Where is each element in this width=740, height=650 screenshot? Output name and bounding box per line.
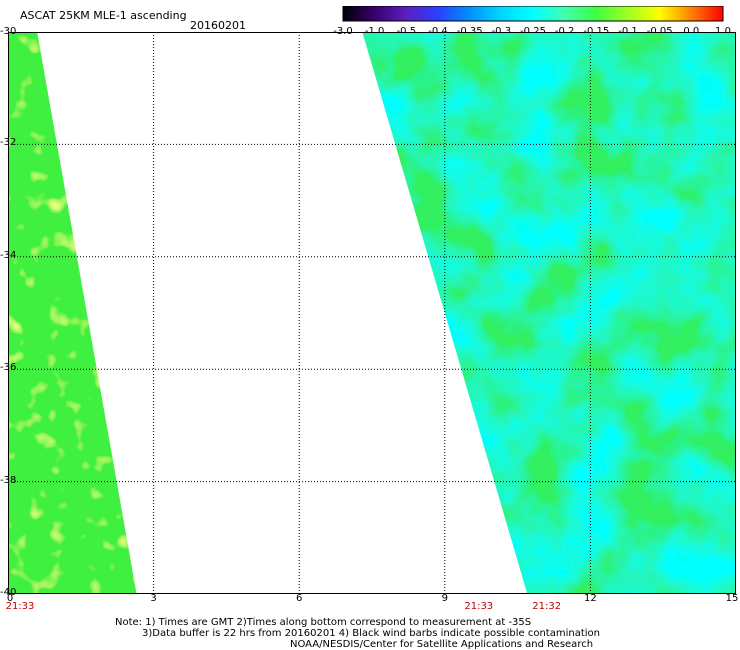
latitude-label: -30: [0, 26, 17, 37]
note-line-1: Note: 1) Times are GMT 2)Times along bot…: [115, 617, 532, 628]
pass-time-label: 21:32: [532, 601, 562, 612]
longitude-label: 9: [441, 593, 448, 604]
colorbar-label: -0.3: [491, 26, 512, 37]
longitude-label: 0: [6, 593, 14, 604]
pass-time-label: 21:33: [5, 601, 35, 612]
colorbar-label: -0.35: [456, 26, 483, 37]
longitude-label: 6: [296, 593, 303, 604]
latitude-label: -32: [0, 137, 17, 149]
latitude-label: -36: [0, 362, 17, 374]
pass-time-label: 21:33: [464, 601, 494, 612]
colorbar-label: 0.0: [683, 26, 700, 37]
longitude-label: 3: [150, 593, 157, 604]
colorbar-label: -0.1: [618, 26, 638, 37]
longitude-label: 12: [584, 593, 597, 604]
latitude-label: -38: [0, 474, 17, 486]
colorbar-gradient: [342, 6, 724, 22]
colorbar-label: -3.0: [333, 26, 353, 37]
note-line-3: NOAA/NESDIS/Center for Satellite Applica…: [290, 639, 594, 650]
colorbar: [342, 6, 724, 22]
note-line-2: 3)Data buffer is 22 hrs from 20160201 4)…: [142, 628, 600, 639]
latitude-label: -34: [0, 249, 17, 261]
map-title: ASCAT 25KM MLE-1 ascending: [20, 9, 187, 22]
colorbar-label: -0.2: [554, 26, 575, 37]
map-plot: [8, 32, 736, 594]
longitude-label: 15: [725, 593, 739, 604]
map-date: 20160201: [190, 19, 246, 32]
latitude-label: -40: [0, 587, 17, 598]
colorbar-label: -0.5: [396, 26, 417, 37]
